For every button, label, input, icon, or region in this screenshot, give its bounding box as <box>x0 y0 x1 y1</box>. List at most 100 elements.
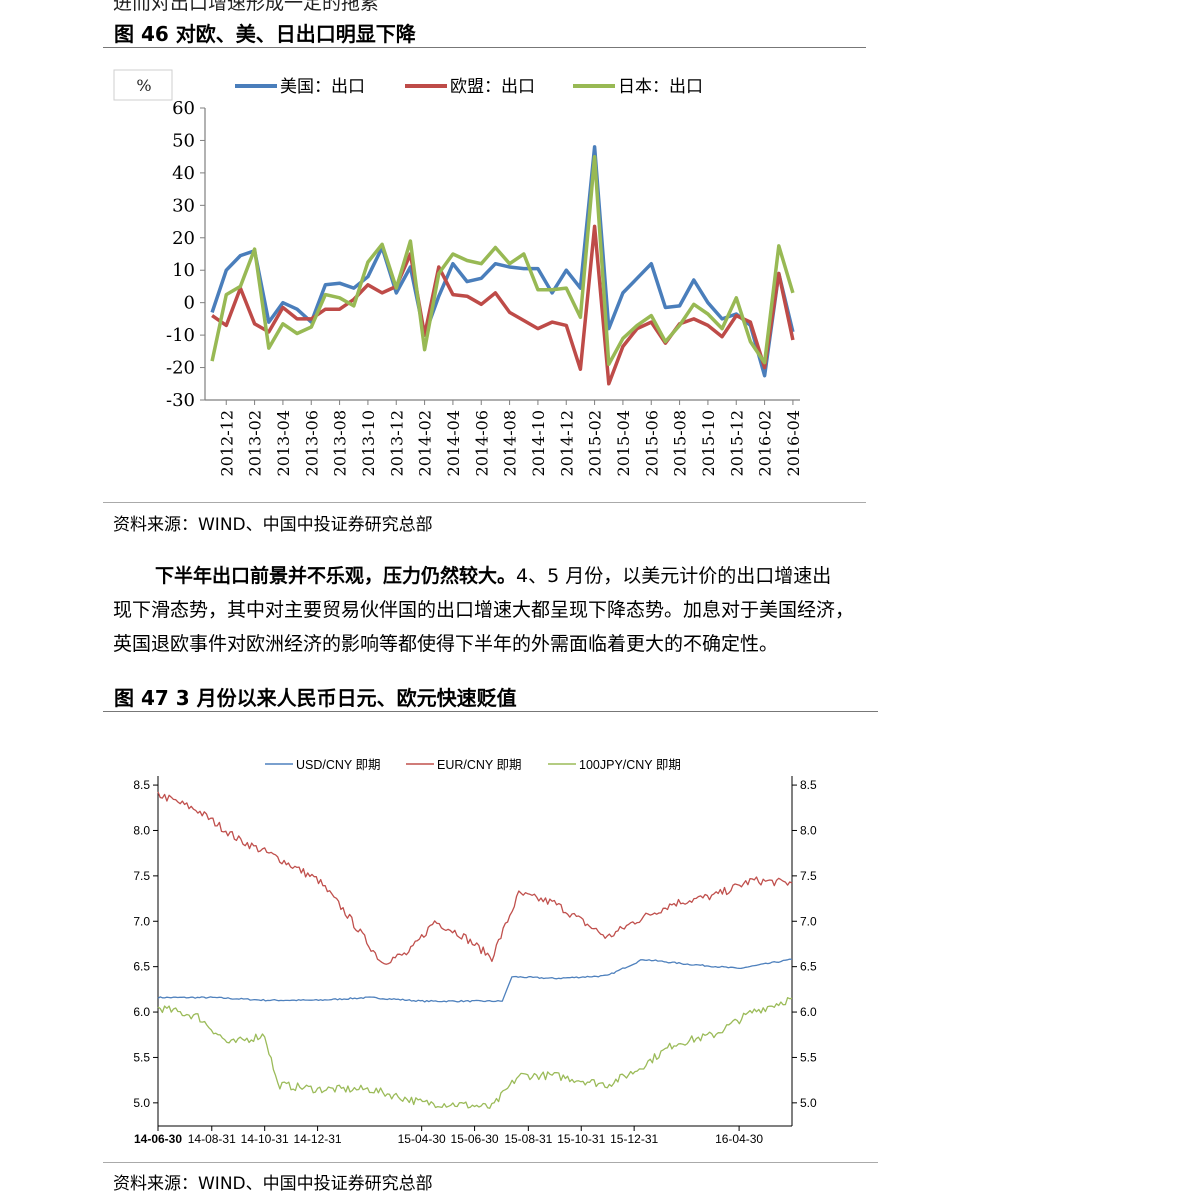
chart-lines <box>210 145 795 386</box>
unit-label-box: % <box>113 69 173 101</box>
x-tick-label: 2013-02 <box>246 410 265 476</box>
legend-item: USD/CNY 即期 <box>265 758 381 772</box>
legend-item: 欧盟：出口 <box>405 77 535 97</box>
series-line <box>210 154 795 367</box>
paragraph-line-3: 英国退欧事件对欧洲经济的影响等都使得下半年的外需面临着更大的不确定性。 <box>113 633 779 655</box>
series-line <box>157 958 793 1003</box>
x-tick-label: 2015-12 <box>727 410 746 476</box>
series-line <box>157 997 793 1109</box>
x-tick-label: 2012-12 <box>217 410 236 476</box>
y-tick-label: -30 <box>166 390 195 411</box>
figure-46-source: 资料来源：WIND、中国中投证券研究总部 <box>113 515 433 535</box>
series-line <box>211 224 795 386</box>
x-tick-label: 2014-04 <box>444 410 463 476</box>
x-tick-label: 14-10-31 <box>241 1132 289 1146</box>
legend-label: 日本：出口 <box>618 77 703 97</box>
chart-legend: USD/CNY 即期 EUR/CNY 即期 100JPY/CNY 即期 <box>265 758 681 772</box>
x-tick-label: 14-12-31 <box>294 1132 342 1146</box>
figure-46-title-rule <box>103 47 866 48</box>
y-tick-label: 60 <box>172 98 195 119</box>
y-tick-label-left: 5.5 <box>133 1050 150 1064</box>
y-tick-label-right: 7.0 <box>800 914 817 928</box>
y-tick-label-left: 5.0 <box>133 1096 150 1110</box>
paragraph-line-1: 下半年出口前景并不乐观，压力仍然较大。4、5 月份，以美元计价的出口增速出 <box>113 559 873 593</box>
legend-item: 美国：出口 <box>235 77 365 97</box>
y-tick-label-right: 5.0 <box>800 1096 817 1110</box>
y-tick-label: 40 <box>172 163 195 184</box>
legend-item: 日本：出口 <box>573 77 703 97</box>
y-tick-label-right: 5.5 <box>800 1050 817 1064</box>
x-tick-label: 15-10-31 <box>557 1132 605 1146</box>
x-tick-label: 2014-12 <box>557 410 576 476</box>
x-tick-label: 2013-08 <box>331 410 350 476</box>
x-tick-label: 15-04-30 <box>398 1132 446 1146</box>
legend-item: EUR/CNY 即期 <box>406 758 522 772</box>
x-tick-label: 15-12-31 <box>610 1132 658 1146</box>
chart-axes <box>157 776 793 1127</box>
figure-46-title: 图 46 对欧、美、日出口明显下降 <box>114 22 416 46</box>
series-line <box>157 791 793 965</box>
x-tick-label: 2015-10 <box>699 410 718 476</box>
figure-46-chart: % 美国：出口 欧盟：出口 日本：出口 60 50 40 30 20 10 0 -10 -20 -30… <box>113 69 803 476</box>
x-tick-label: 2013-10 <box>359 410 378 476</box>
y-tick-label: -10 <box>166 325 195 346</box>
legend-label: EUR/CNY 即期 <box>437 758 522 772</box>
x-tick-label: 2015-08 <box>671 410 690 476</box>
legend-label: 100JPY/CNY 即期 <box>579 758 681 772</box>
x-tick-label: 2014-06 <box>472 410 491 476</box>
figure-47-source: 资料来源：WIND、中国中投证券研究总部 <box>113 1174 433 1194</box>
x-tick-label: 15-06-30 <box>451 1132 499 1146</box>
x-tick-label: 2015-06 <box>642 410 661 476</box>
y-tick-label: 50 <box>172 130 195 151</box>
figure-47-chart: USD/CNY 即期 EUR/CNY 即期 100JPY/CNY 即期 8.5 8.5… <box>133 758 817 1146</box>
x-tick-label: 2016-02 <box>756 410 775 476</box>
x-tick-label: 2014-02 <box>416 410 435 476</box>
legend-label: USD/CNY 即期 <box>296 758 381 772</box>
unit-label: % <box>136 76 151 95</box>
x-tick-label: 2016-04 <box>784 410 803 476</box>
figure-47-bottom-rule <box>103 1162 878 1163</box>
series-line <box>210 145 795 378</box>
x-tick-label: 2013-04 <box>274 410 293 476</box>
y-axis-ticks: 8.5 8.5 8.0 8.0 7.5 7.5 7.0 7.0 6.5 6.5 6.0 6.0 5.5 5… <box>133 778 817 1110</box>
y-tick-label: 0 <box>184 293 195 314</box>
y-tick-label: 20 <box>172 228 195 249</box>
x-axis-ticks: 14-06-30 14-08-31 14-10-31 14-12-31 15-04-30… <box>134 1126 763 1146</box>
chart-legend: 美国：出口 欧盟：出口 日本：出口 <box>235 77 703 97</box>
y-tick-label-right: 8.0 <box>800 823 817 837</box>
x-tick-label: 2013-06 <box>302 410 321 476</box>
x-tick-label: 2014-08 <box>501 410 520 476</box>
y-tick-label-right: 7.5 <box>800 869 817 883</box>
y-tick-label: -20 <box>166 358 195 379</box>
y-axis-ticks: 60 50 40 30 20 10 0 -10 -20 -30 <box>166 98 206 411</box>
paragraph-line-2: 现下滑态势，其中对主要贸易伙伴国的出口增速大都呈现下降态势。加息对于美国经济， <box>113 599 855 621</box>
x-tick-label: 2015-04 <box>614 410 633 476</box>
y-tick-label-left: 6.5 <box>133 960 150 974</box>
x-axis-ticks: 2012-12 2013-02 2013-04 2013-06 2013-08 2013-… <box>205 399 803 476</box>
legend-label: 美国：出口 <box>280 77 365 97</box>
y-tick-label-left: 7.0 <box>133 914 150 928</box>
legend-label: 欧盟：出口 <box>450 77 535 97</box>
x-tick-label: 2014-10 <box>529 410 548 476</box>
chart-lines <box>157 791 793 1109</box>
figure-47-title-rule <box>103 711 878 712</box>
x-tick-label: 16-04-30 <box>715 1132 763 1146</box>
paragraph-bold-lead: 下半年出口前景并不乐观，压力仍然较大。 <box>155 565 517 587</box>
y-tick-label: 10 <box>172 260 195 281</box>
x-tick-label: 15-08-31 <box>504 1132 552 1146</box>
y-tick-label-left: 8.5 <box>133 778 150 792</box>
y-tick-label-left: 7.5 <box>133 869 150 883</box>
cut-off-text-line: 进而对出口增速形成一定的拖累 <box>113 0 380 14</box>
figure-46-bottom-rule <box>103 502 866 503</box>
paragraph-line-1-rest: 4、5 月份，以美元计价的出口增速出 <box>516 565 832 587</box>
x-tick-label: 14-06-30 <box>134 1132 182 1146</box>
y-tick-label-left: 8.0 <box>133 823 150 837</box>
y-tick-label-right: 6.0 <box>800 1005 817 1019</box>
x-tick-label: 2015-02 <box>586 410 605 476</box>
legend-item: 100JPY/CNY 即期 <box>548 758 681 772</box>
y-tick-label-right: 8.5 <box>800 778 817 792</box>
y-tick-label-right: 6.5 <box>800 960 817 974</box>
body-paragraph: 下半年出口前景并不乐观，压力仍然较大。4、5 月份，以美元计价的出口增速出 现下… <box>113 559 873 661</box>
figure-47-title: 图 47 3 月份以来人民币日元、欧元快速贬值 <box>114 686 517 710</box>
x-tick-label: 2013-12 <box>387 410 406 476</box>
